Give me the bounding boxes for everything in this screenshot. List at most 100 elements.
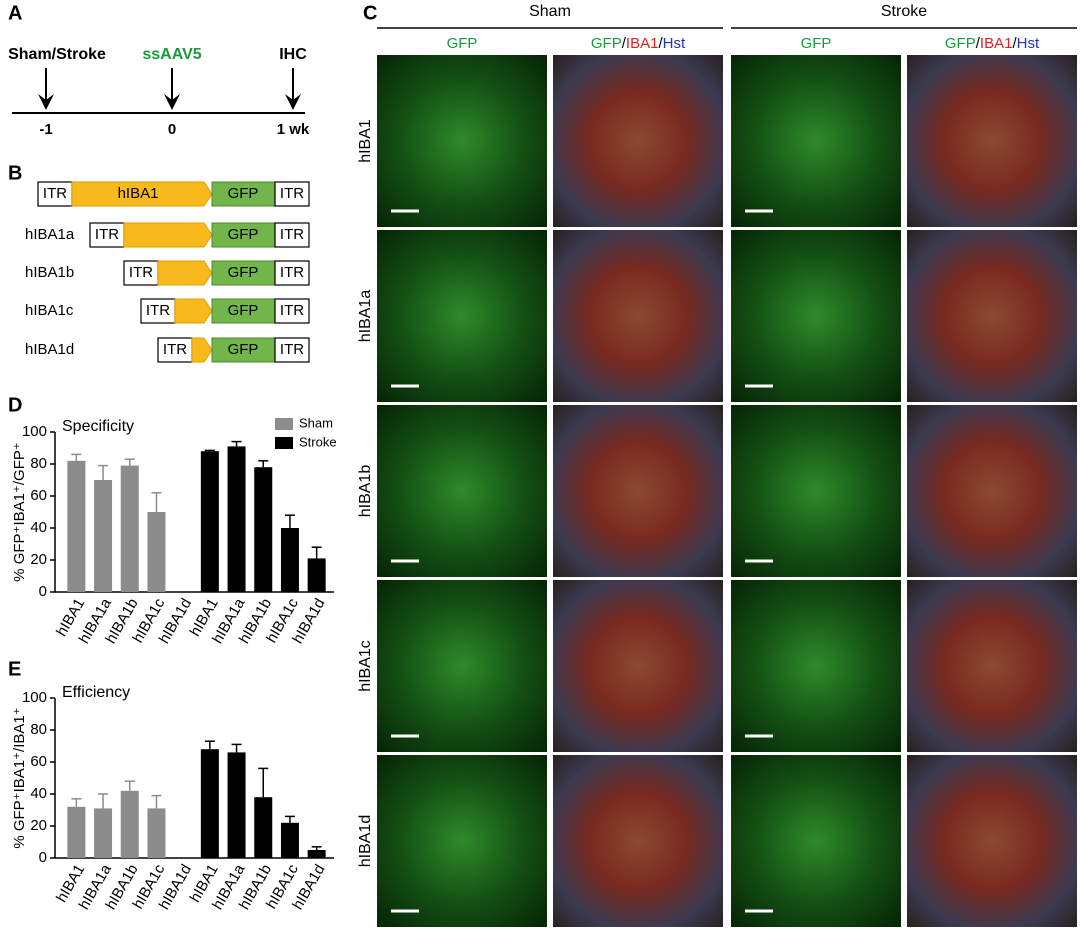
micrograph xyxy=(907,580,1077,752)
error-bar xyxy=(124,780,135,791)
y-axis-label: % GFP⁺IBA1⁺/GFP⁺ xyxy=(11,442,28,582)
error-bar xyxy=(311,846,322,850)
itr-label: ITR xyxy=(280,302,304,319)
column-label-part: GFP xyxy=(591,35,622,52)
event-time: -1 xyxy=(39,121,52,138)
itr-box xyxy=(37,181,73,207)
column-label-part: IBA1 xyxy=(980,35,1013,52)
micrograph xyxy=(731,230,901,402)
column-label-part: / xyxy=(976,35,981,52)
error-bar xyxy=(204,449,215,452)
bar xyxy=(254,797,273,858)
bar xyxy=(307,850,326,858)
column-label-part: / xyxy=(1012,35,1017,52)
legend-swatch xyxy=(275,437,293,449)
y-tick-label: 20 xyxy=(30,551,47,568)
construct-name: hIBA1c xyxy=(25,302,74,319)
error-bar xyxy=(231,440,242,447)
micrograph xyxy=(377,405,547,577)
panel-label: D xyxy=(8,394,22,416)
bar xyxy=(67,460,86,592)
itr-box xyxy=(157,337,193,363)
row-label: hIBA1c xyxy=(357,640,374,692)
itr-label: ITR xyxy=(129,264,153,281)
itr-box xyxy=(123,260,159,286)
gfp-box xyxy=(211,337,276,363)
group-label: Sham xyxy=(529,3,571,20)
itr-label: ITR xyxy=(146,302,170,319)
itr-label: ITR xyxy=(280,226,304,243)
micrograph xyxy=(553,230,723,402)
micrograph xyxy=(731,755,901,927)
y-tick-label: 0 xyxy=(39,583,47,600)
bar xyxy=(147,512,166,592)
promoter-arrow xyxy=(174,298,213,324)
bar xyxy=(307,558,326,592)
construct-name: hIBA1d xyxy=(25,341,74,358)
event-label: Sham/Stroke xyxy=(8,46,106,63)
bar xyxy=(280,822,299,858)
column-label-part: IBA1 xyxy=(626,35,659,52)
y-tick-label: 40 xyxy=(30,785,47,802)
column-label: GFP xyxy=(447,35,478,52)
bar xyxy=(94,480,113,592)
gfp-box xyxy=(211,260,276,286)
bar xyxy=(227,446,246,592)
chart-annotation: Efficiency xyxy=(62,684,130,701)
gfp-box xyxy=(211,298,276,324)
bar xyxy=(280,528,299,592)
itr-box xyxy=(274,260,310,286)
column-label-part: GFP xyxy=(945,35,976,52)
panel-label: A xyxy=(8,2,22,24)
bar xyxy=(147,808,166,858)
group-label: Stroke xyxy=(881,3,927,20)
y-axis-label: % GFP⁺IBA1⁺/IBA1⁺ xyxy=(11,707,28,848)
error-bar xyxy=(258,460,269,468)
legend-swatch xyxy=(275,418,293,430)
error-bar xyxy=(204,740,215,750)
row-label: hIBA1 xyxy=(357,119,374,163)
itr-label: ITR xyxy=(163,341,187,358)
error-bar xyxy=(124,458,135,466)
column-label-part: / xyxy=(622,35,627,52)
micrograph xyxy=(907,755,1077,927)
event-time: 1 wk xyxy=(277,121,310,138)
column-label-part: GFP xyxy=(801,35,832,52)
error-bar xyxy=(98,793,109,809)
promoter-label: hIBA1 xyxy=(118,185,159,202)
error-bar xyxy=(231,743,242,753)
itr-box xyxy=(274,337,310,363)
y-tick-label: 80 xyxy=(30,721,47,738)
error-bar xyxy=(98,464,109,480)
promoter-arrow xyxy=(157,260,213,286)
column-label-part: / xyxy=(658,35,663,52)
gfp-label: GFP xyxy=(228,185,259,202)
event-time: 0 xyxy=(168,121,176,138)
y-tick-label: 60 xyxy=(30,753,47,770)
bar xyxy=(94,808,113,858)
y-tick-label: 80 xyxy=(30,455,47,472)
bar xyxy=(227,752,246,858)
column-label-part: Hst xyxy=(663,35,686,52)
error-bar xyxy=(284,815,295,823)
itr-label: ITR xyxy=(280,341,304,358)
y-tick-label: 60 xyxy=(30,487,47,504)
promoter-arrow xyxy=(123,222,213,248)
micrograph xyxy=(553,580,723,752)
event-label: IHC xyxy=(279,46,307,63)
bar xyxy=(200,749,219,858)
micrograph xyxy=(377,755,547,927)
micrograph xyxy=(907,405,1077,577)
bar xyxy=(254,467,273,592)
error-bar xyxy=(151,794,162,809)
error-bar xyxy=(258,767,269,798)
column-label: GFP/IBA1/Hst xyxy=(591,35,686,52)
itr-label: ITR xyxy=(280,185,304,202)
promoter-arrow xyxy=(71,181,213,207)
panel-label: C xyxy=(363,2,377,24)
y-tick-label: 0 xyxy=(39,849,47,866)
bar xyxy=(120,790,139,858)
gfp-label: GFP xyxy=(228,264,259,281)
micrograph xyxy=(553,55,723,227)
